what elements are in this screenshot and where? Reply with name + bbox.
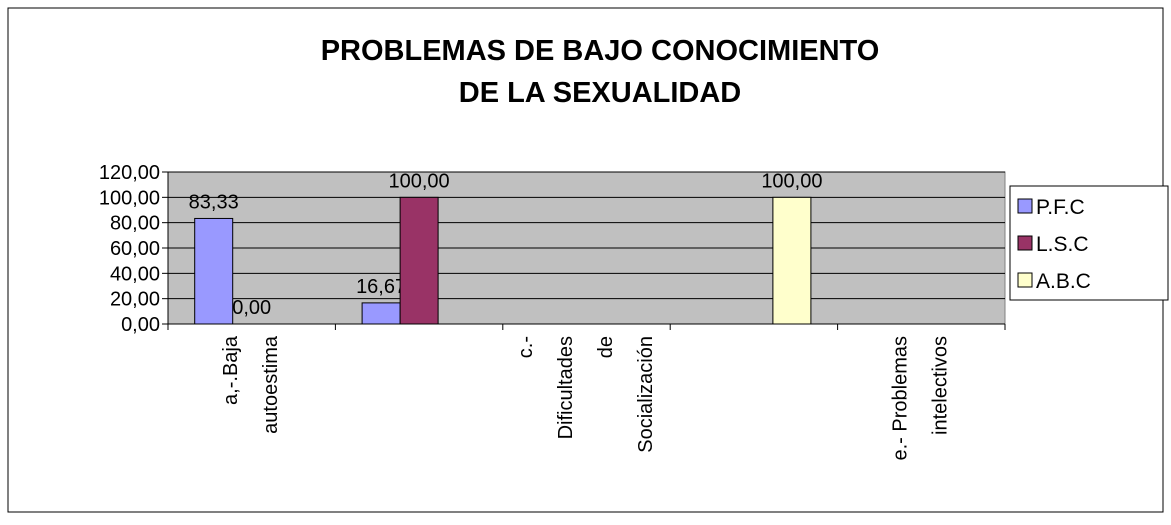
y-tick-label: 40,00 (110, 263, 160, 285)
bar (361, 302, 401, 325)
chart-title: DE LA SEXUALIDAD (459, 77, 742, 109)
legend-label: A.B.C (1036, 270, 1091, 293)
bar (399, 196, 439, 325)
y-tick-label: 60,00 (110, 238, 160, 260)
x-tick-label: e.- Problemas (890, 336, 912, 461)
data-label: 16,67 (356, 276, 406, 298)
data-label: 100,00 (389, 170, 450, 192)
legend-label: P.F.C (1036, 196, 1085, 219)
legend-swatch (1017, 198, 1033, 214)
x-tick-label: a,-.Baja (220, 335, 242, 405)
bar (194, 217, 234, 325)
y-tick-label: 0,00 (121, 314, 160, 336)
y-tick-label: 80,00 (110, 213, 160, 235)
bar (772, 196, 812, 325)
legend-swatch (1017, 272, 1033, 288)
data-label: 83,33 (189, 191, 239, 213)
y-tick-label: 120,00 (99, 162, 160, 184)
legend-box (1009, 185, 1169, 301)
x-tick-label: c.- (515, 336, 537, 358)
chart-title: PROBLEMAS DE BAJO CONOCIMIENTO (321, 35, 880, 67)
y-tick-label: 100,00 (99, 187, 160, 209)
x-tick-label: autoestima (260, 335, 282, 434)
legend-swatch (1017, 235, 1033, 251)
y-tick-label: 20,00 (110, 289, 160, 311)
x-tick-label: intelectivos (930, 336, 952, 435)
data-label: 0,00 (232, 297, 271, 319)
x-tick-label: Socialización (635, 336, 657, 453)
legend-label: L.S.C (1036, 233, 1089, 256)
x-tick-label: Dificultades (555, 336, 577, 439)
data-label: 100,00 (761, 170, 822, 192)
x-tick-label: de (595, 336, 617, 358)
